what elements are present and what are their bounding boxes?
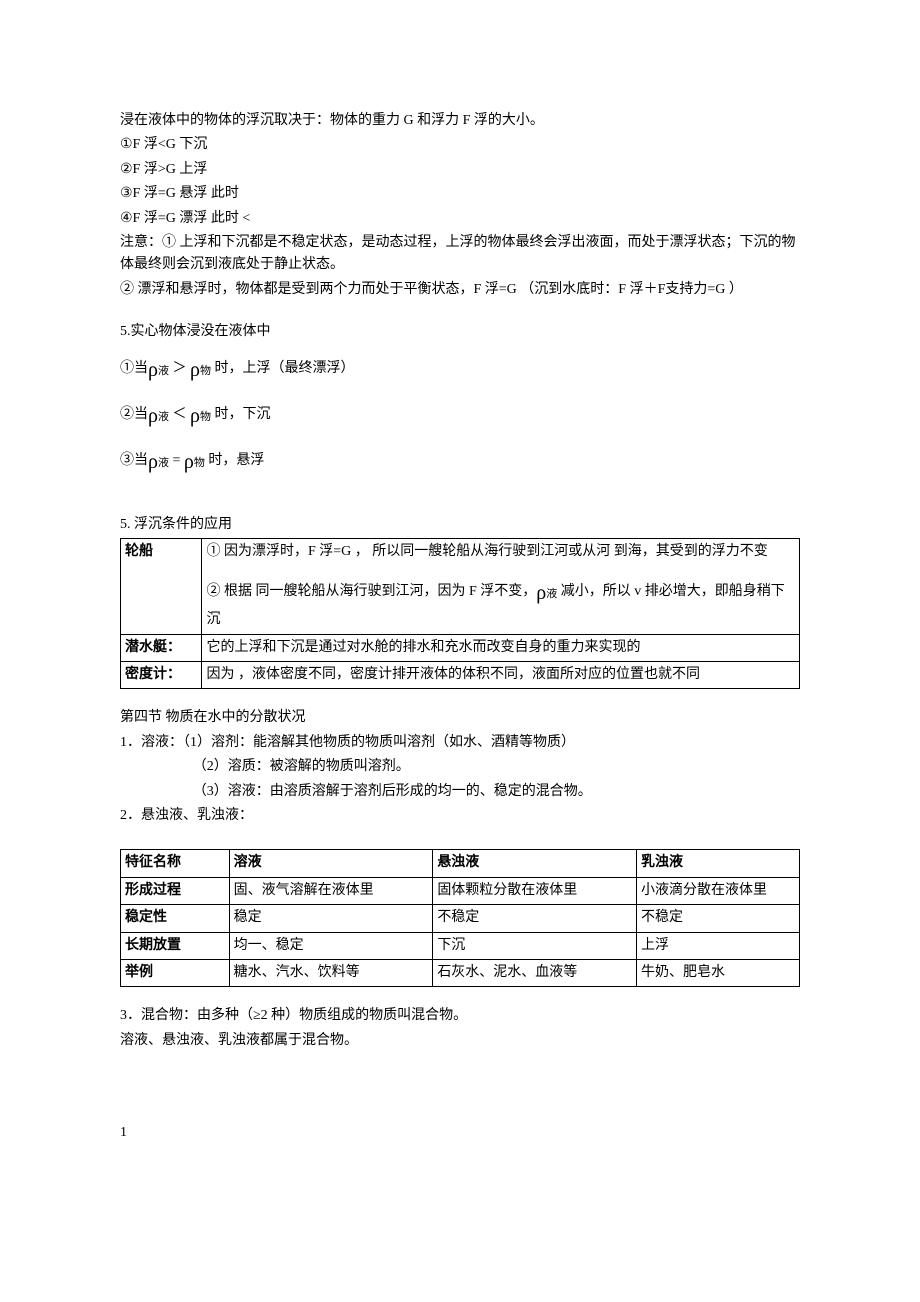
- rho-sub-liq: 液: [158, 411, 169, 423]
- ship-line2: ② 根据 同一艘轮船从海行驶到江河，因为 F 浮不变，ρ液 减小，所以 v 排必…: [206, 577, 795, 631]
- intro-note-1: 注意：① 上浮和下沉都是不稳定状态，是动态过程，上浮的物体最终会浮出液面，而处于…: [120, 232, 800, 277]
- td: 不稳定: [637, 905, 800, 932]
- td: 固体颗粒分散在液体里: [433, 877, 637, 904]
- density-rule-3: ③当ρ液 = ρ物 时，悬浮: [120, 446, 800, 478]
- table-row: 密度计： 因为 ，液体密度不同，密度计排开液体的体积不同，液面所对应的位置也就不…: [121, 662, 800, 689]
- td: 长期放置: [121, 932, 230, 959]
- rule1-suffix: 时，上浮（最终漂浮）: [211, 361, 355, 376]
- td: 牛奶、肥皂水: [637, 959, 800, 986]
- td: 下沉: [433, 932, 637, 959]
- td: 均一、稳定: [229, 932, 433, 959]
- section4-title: 第四节 物质在水中的分散状况: [120, 707, 800, 729]
- rho-symbol: ρ: [148, 451, 158, 473]
- section4-p1b: （2）溶质：被溶解的物质叫溶剂。: [120, 756, 800, 778]
- rho-symbol: ρ: [148, 359, 158, 381]
- rho-sub-obj: 物: [194, 457, 205, 469]
- th-0: 特征名称: [121, 850, 230, 877]
- rho-symbol: ρ: [184, 451, 194, 473]
- intro-note-2: ② 漂浮和悬浮时，物体都是受到两个力而处于平衡状态，F 浮=G （沉到水底时：F…: [120, 279, 800, 301]
- td: 不稳定: [433, 905, 637, 932]
- intro-line-3: ②F 浮>G 上浮: [120, 159, 800, 181]
- section4-p2: 2．悬浊液、乳浊液：: [120, 805, 800, 827]
- td: 稳定: [229, 905, 433, 932]
- ship-line2a: ② 根据 同一艘轮船从海行驶到江河，因为 F 浮不变，: [206, 584, 536, 599]
- th-3: 乳浊液: [637, 850, 800, 877]
- td: 固、液气溶解在液体里: [229, 877, 433, 904]
- table-row: 稳定性 稳定 不稳定 不稳定: [121, 905, 800, 932]
- table-row: 潜水艇： 它的上浮和下沉是通过对水舱的排水和充水而改变自身的重力来实现的: [121, 634, 800, 661]
- rho-sub-obj: 物: [200, 411, 211, 423]
- section4-p1: 1．溶液：（1）溶剂：能溶解其他物质的物质叫溶剂（如水、酒精等物质）: [120, 732, 800, 754]
- td: 上浮: [637, 932, 800, 959]
- th-2: 悬浊液: [433, 850, 637, 877]
- td: 举例: [121, 959, 230, 986]
- table-row: 轮船 ① 因为漂浮时，F 浮=G ， 所以同一艘轮船从海行驶到江河或从河 到海，…: [121, 538, 800, 634]
- rho-sub-liq: 液: [546, 588, 557, 600]
- apply-body-dens: 因为 ，液体密度不同，密度计排开液体的体积不同，液面所对应的位置也就不同: [202, 662, 800, 689]
- rho-sub-obj: 物: [200, 365, 211, 377]
- rule3-prefix: ③当: [120, 453, 148, 468]
- intro-line-5: ④F 浮=G 漂浮 此时 <: [120, 208, 800, 230]
- rho-symbol: ρ: [148, 405, 158, 427]
- apply-title: 5. 浮沉条件的应用: [120, 514, 800, 536]
- intro-line-4: ③F 浮=G 悬浮 此时: [120, 183, 800, 205]
- intro-line-1: 浸在液体中的物体的浮沉取决于：物体的重力 G 和浮力 F 浮的大小。: [120, 110, 800, 132]
- intro-line-2: ①F 浮<G 下沉: [120, 134, 800, 156]
- section4-p1c: （3）溶液：由溶质溶解于溶剂后形成的均一的、稳定的混合物。: [120, 781, 800, 803]
- rule3-op: =: [169, 453, 184, 468]
- rule1-op: ＞: [169, 361, 190, 376]
- apply-head-dens: 密度计：: [121, 662, 202, 689]
- table-row: 长期放置 均一、稳定 下沉 上浮: [121, 932, 800, 959]
- apply-head-ship: 轮船: [121, 538, 202, 634]
- tail-p2: 溶液、悬浊液、乳浊液都属于混合物。: [120, 1030, 800, 1052]
- page: 浸在液体中的物体的浮沉取决于：物体的重力 G 和浮力 F 浮的大小。 ①F 浮<…: [0, 0, 920, 1205]
- td: 稳定性: [121, 905, 230, 932]
- table-row: 特征名称 溶液 悬浊液 乳浊液: [121, 850, 800, 877]
- th-1: 溶液: [229, 850, 433, 877]
- rule2-prefix: ②当: [120, 407, 148, 422]
- table-row: 举例 糖水、汽水、饮料等 石灰水、泥水、血液等 牛奶、肥皂水: [121, 959, 800, 986]
- page-number: 1: [120, 1122, 800, 1144]
- rule2-op: ＜: [169, 407, 190, 422]
- td: 糖水、汽水、饮料等: [229, 959, 433, 986]
- rho-sub-liq: 液: [158, 365, 169, 377]
- ship-line1: ① 因为漂浮时，F 浮=G ， 所以同一艘轮船从海行驶到江河或从河 到海，其受到…: [206, 541, 795, 563]
- table-row: 形成过程 固、液气溶解在液体里 固体颗粒分散在液体里 小液滴分散在液体里: [121, 877, 800, 904]
- rho-sub-liq: 液: [158, 457, 169, 469]
- dispersion-table: 特征名称 溶液 悬浊液 乳浊液 形成过程 固、液气溶解在液体里 固体颗粒分散在液…: [120, 849, 800, 987]
- density-rule-2: ②当ρ液 ＜ ρ物 时，下沉: [120, 400, 800, 432]
- apply-body-sub: 它的上浮和下沉是通过对水舱的排水和充水而改变自身的重力来实现的: [202, 634, 800, 661]
- td: 小液滴分散在液体里: [637, 877, 800, 904]
- tail-p1: 3．混合物：由多种（≥2 种）物质组成的物质叫混合物。: [120, 1005, 800, 1027]
- apply-table: 轮船 ① 因为漂浮时，F 浮=G ， 所以同一艘轮船从海行驶到江河或从河 到海，…: [120, 538, 800, 690]
- apply-head-sub: 潜水艇：: [121, 634, 202, 661]
- density-rule-1: ①当ρ液 ＞ ρ物 时，上浮（最终漂浮）: [120, 354, 800, 386]
- td: 石灰水、泥水、血液等: [433, 959, 637, 986]
- rho-symbol: ρ: [190, 405, 200, 427]
- rule1-prefix: ①当: [120, 361, 148, 376]
- section5-title: 5.实心物体浸没在液体中: [120, 321, 800, 343]
- rule2-suffix: 时，下沉: [211, 407, 271, 422]
- rule3-suffix: 时，悬浮: [205, 453, 265, 468]
- td: 形成过程: [121, 877, 230, 904]
- rho-symbol: ρ: [536, 582, 546, 604]
- apply-body-ship: ① 因为漂浮时，F 浮=G ， 所以同一艘轮船从海行驶到江河或从河 到海，其受到…: [202, 538, 800, 634]
- rho-symbol: ρ: [190, 359, 200, 381]
